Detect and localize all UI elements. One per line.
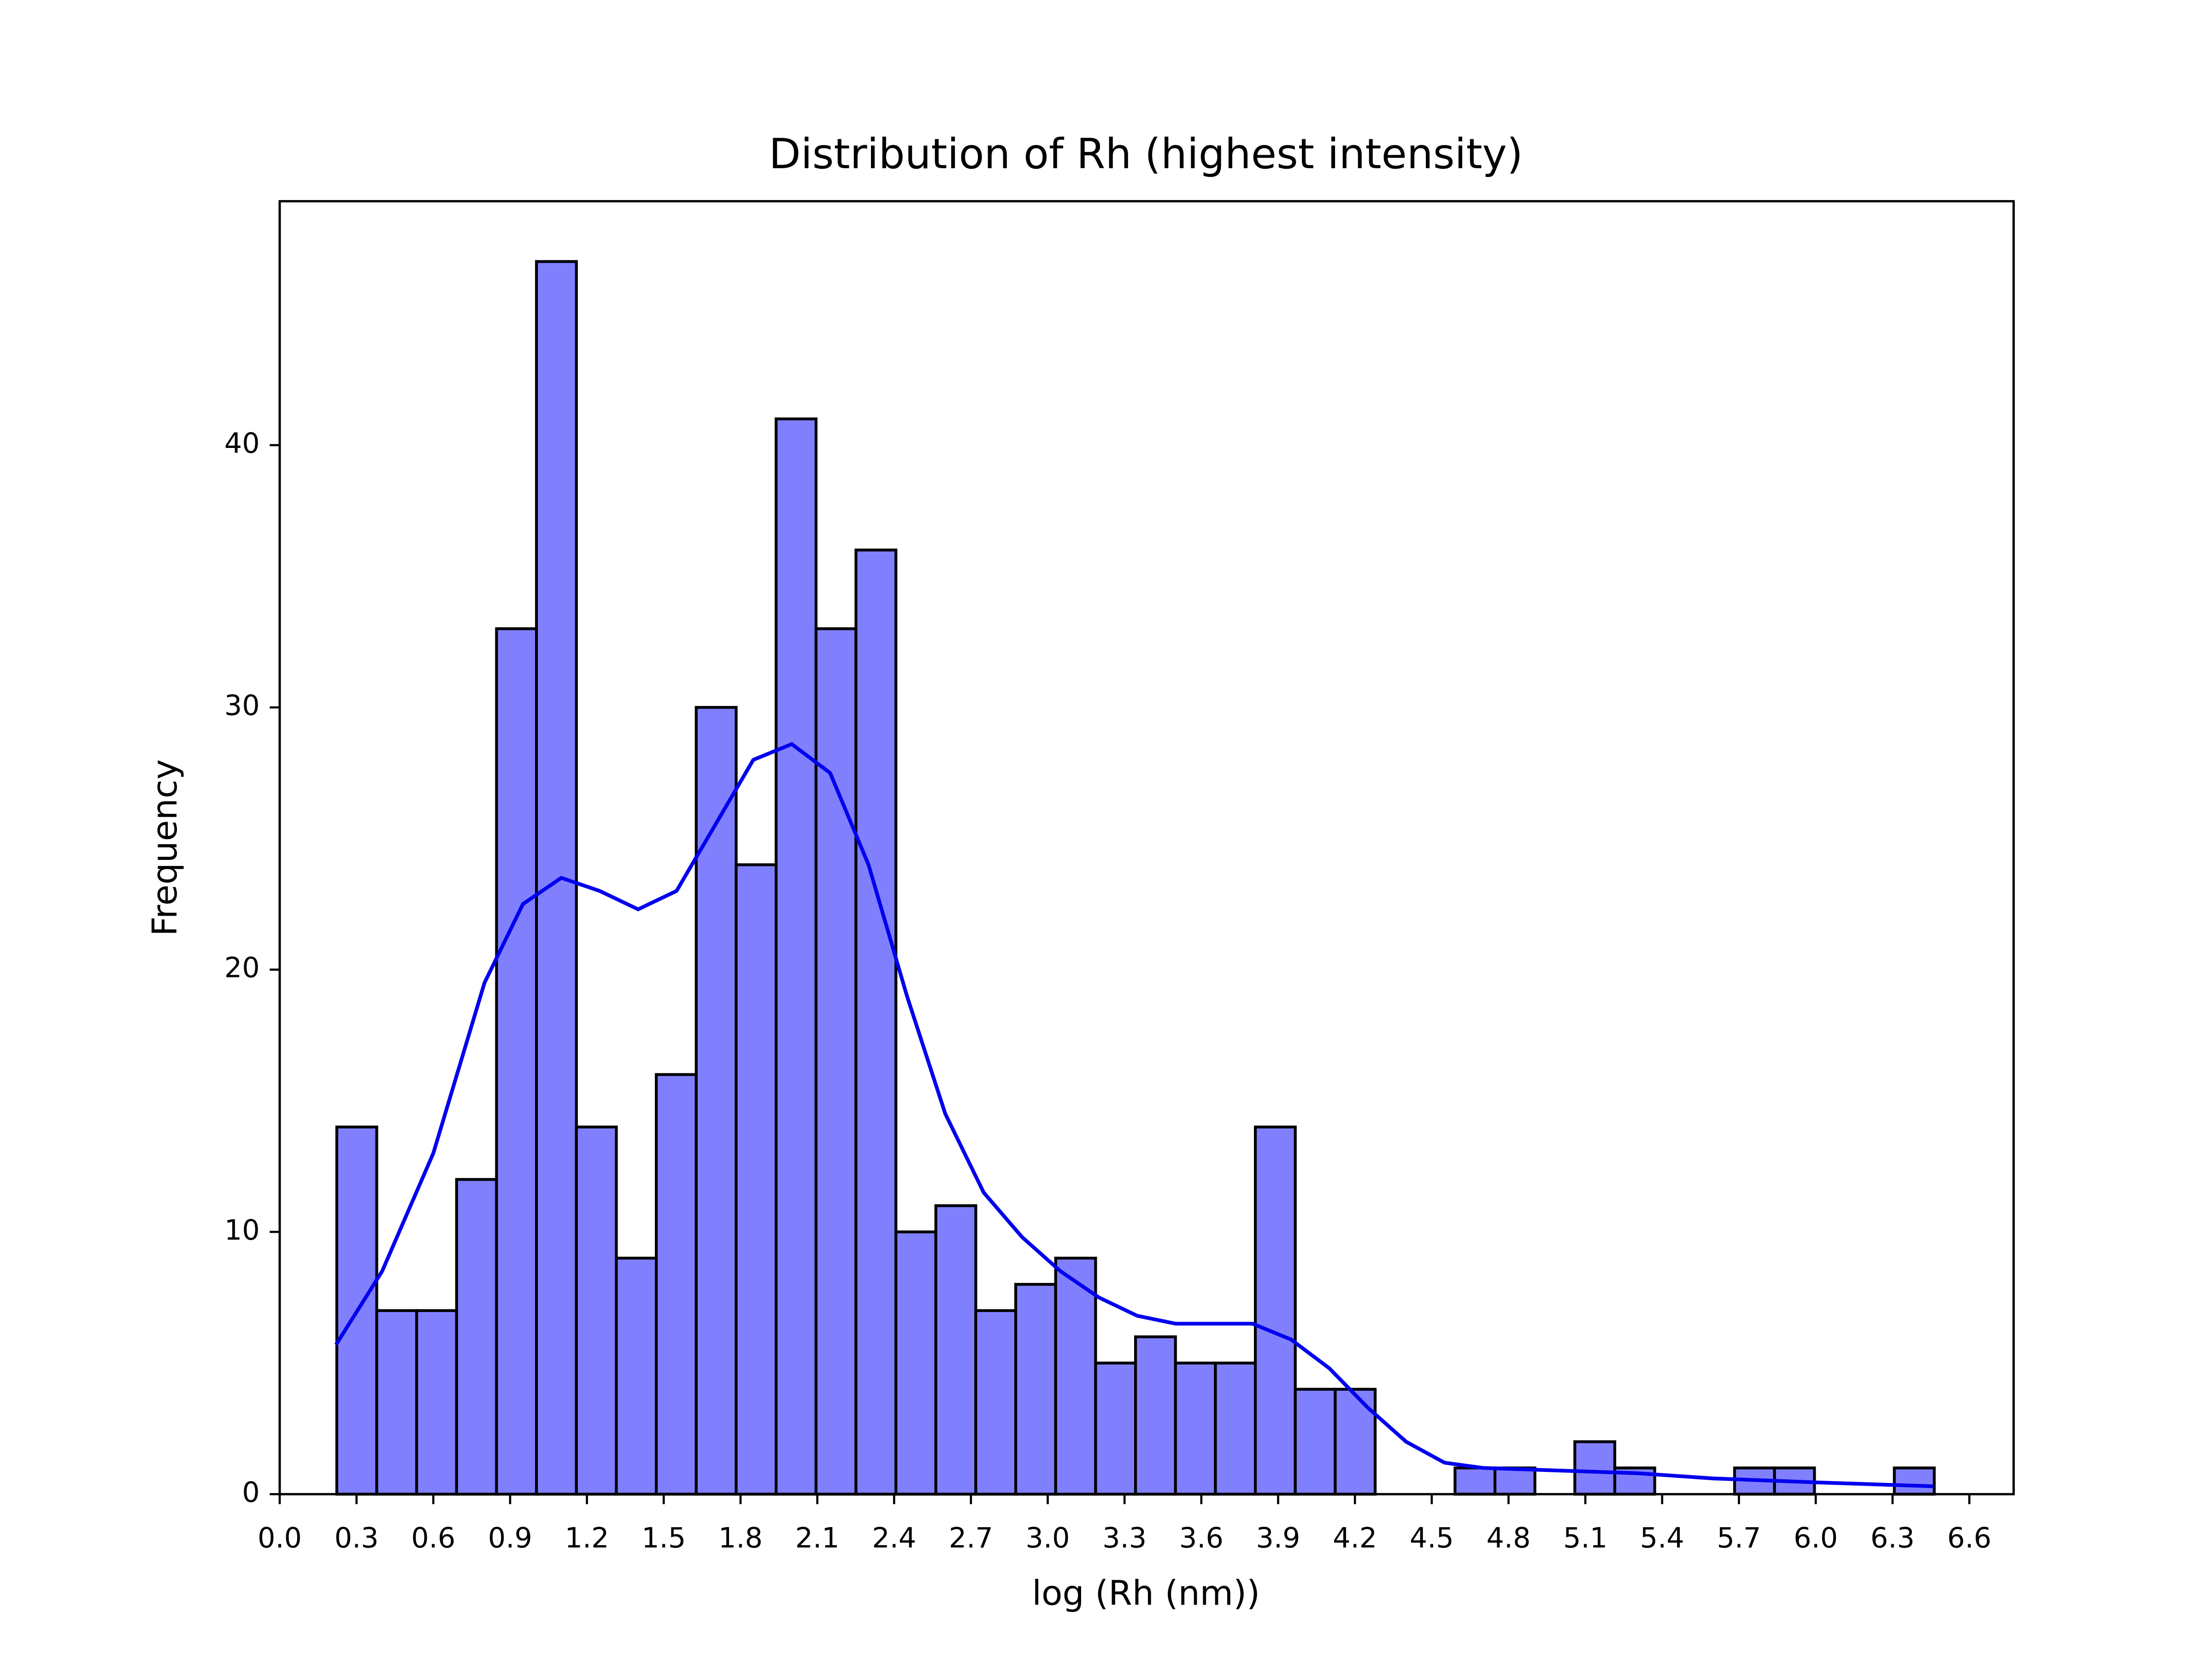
x-tick-label: 3.6 [1179,1522,1224,1554]
x-tick-label: 0.6 [411,1522,455,1554]
x-tick-label: 4.2 [1333,1522,1377,1554]
x-tick-label: 0.9 [488,1522,532,1554]
y-tick-label: 40 [224,428,260,460]
x-tick-label: 1.8 [718,1522,763,1554]
bar [655,1073,698,1496]
bar [1174,1361,1217,1496]
bar [1453,1466,1497,1496]
x-tick-label: 5.1 [1563,1522,1607,1554]
x-tick-label: 2.7 [949,1522,993,1554]
x-tick-label: 0.3 [335,1522,379,1554]
chart-title: Distribution of Rh (highest intensity) [769,130,1523,178]
bar [535,260,578,1496]
x-tick-label: 0.0 [258,1522,302,1554]
y-tick-label: 20 [224,952,260,984]
bar [974,1309,1018,1496]
kde-line [334,742,1934,1488]
x-tick-label: 2.1 [795,1522,840,1554]
bar [894,1230,937,1496]
bar [1134,1335,1177,1496]
y-tick-label: 0 [242,1477,259,1509]
bar [1573,1440,1617,1496]
x-tick-label: 4.8 [1486,1522,1530,1554]
x-tick-label: 3.0 [1026,1522,1070,1554]
plot-frame [278,200,2015,1495]
x-tick-label: 1.2 [565,1522,609,1554]
bar [1094,1361,1137,1496]
y-tick-label: 10 [224,1214,260,1247]
bar [1334,1388,1377,1496]
bar [814,627,858,1496]
bar [495,627,538,1496]
bar [1253,1125,1297,1496]
bar [934,1204,977,1496]
bar [1214,1361,1257,1496]
x-tick-label: 1.5 [641,1522,686,1554]
bar [455,1178,498,1496]
x-tick-label: 3.9 [1256,1522,1300,1554]
x-tick-label: 3.3 [1102,1522,1147,1554]
bar [615,1257,658,1496]
bar [1014,1282,1057,1496]
x-tick-label: 5.7 [1717,1522,1761,1554]
x-tick-label: 6.0 [1794,1522,1838,1554]
bar [1054,1257,1097,1496]
x-tick-label: 2.4 [872,1522,916,1554]
x-tick-label: 6.3 [1871,1522,1915,1554]
bar [375,1309,418,1496]
x-tick-label: 4.5 [1410,1522,1454,1554]
y-tick-label: 30 [224,690,260,722]
y-axis-label: Frequency [145,759,185,936]
bar [775,417,818,1496]
bar [575,1125,618,1496]
bar [1294,1388,1337,1496]
bar [1493,1466,1536,1496]
bar [735,863,778,1496]
bar [415,1309,458,1496]
bar [1893,1466,1936,1496]
x-axis-label: log (Rh (nm)) [1032,1573,1260,1613]
x-tick-label: 5.4 [1640,1522,1684,1554]
bar [854,548,898,1496]
x-tick-label: 6.6 [1947,1522,1991,1554]
